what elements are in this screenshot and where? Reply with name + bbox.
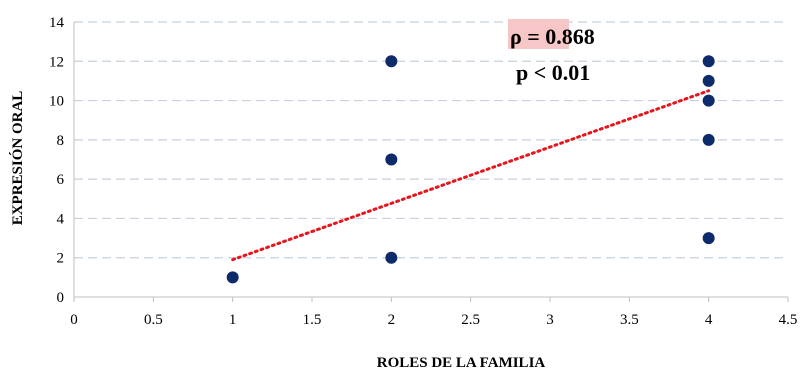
gridlines [74, 21, 788, 259]
data-point [702, 74, 715, 87]
rho-highlight [508, 19, 569, 49]
x-tick-label: 0.5 [144, 312, 163, 328]
x-tick-label: 3.5 [620, 312, 639, 328]
y-tick-label: 6 [57, 172, 65, 188]
data-point [702, 232, 715, 245]
x-tick-label: 2.5 [461, 312, 480, 328]
y-tick-label: 10 [49, 94, 64, 110]
x-tick-label: 0 [70, 312, 78, 328]
x-tick-label: 3 [546, 312, 554, 328]
y-tick-label: 8 [57, 133, 65, 149]
y-tick-label: 12 [49, 54, 64, 70]
x-axis-title: ROLES DE LA FAMILIA [377, 355, 546, 371]
x-tick-label: 4 [705, 312, 713, 328]
x-tick-label: 4.5 [779, 312, 798, 328]
data-point [702, 133, 715, 146]
data-point [385, 153, 398, 166]
y-axis-title: EXPRESIÓN ORAL [9, 91, 26, 226]
data-point [226, 271, 239, 284]
data-points [226, 55, 715, 284]
axes [73, 22, 789, 302]
x-tick-label: 1 [229, 312, 237, 328]
y-tick-label: 2 [57, 251, 65, 267]
trendline [231, 89, 711, 262]
rho-annotation: ρ = 0.868 [510, 24, 595, 49]
data-point [702, 94, 715, 107]
data-point [385, 55, 398, 68]
tick-labels: 0 2 4 6 8 10 12 14 0 0.5 1 1.5 2 2.5 3 3.5 4 4.5 [49, 15, 797, 328]
p-value-annotation: p < 0.01 [516, 60, 590, 85]
y-tick-label: 14 [49, 15, 65, 31]
y-tick-label: 4 [57, 211, 65, 227]
x-tick-label: 2 [388, 312, 396, 328]
y-tick-label: 0 [57, 290, 65, 306]
x-tick-label: 1.5 [303, 312, 322, 328]
data-point [702, 55, 715, 68]
data-point [385, 251, 398, 264]
